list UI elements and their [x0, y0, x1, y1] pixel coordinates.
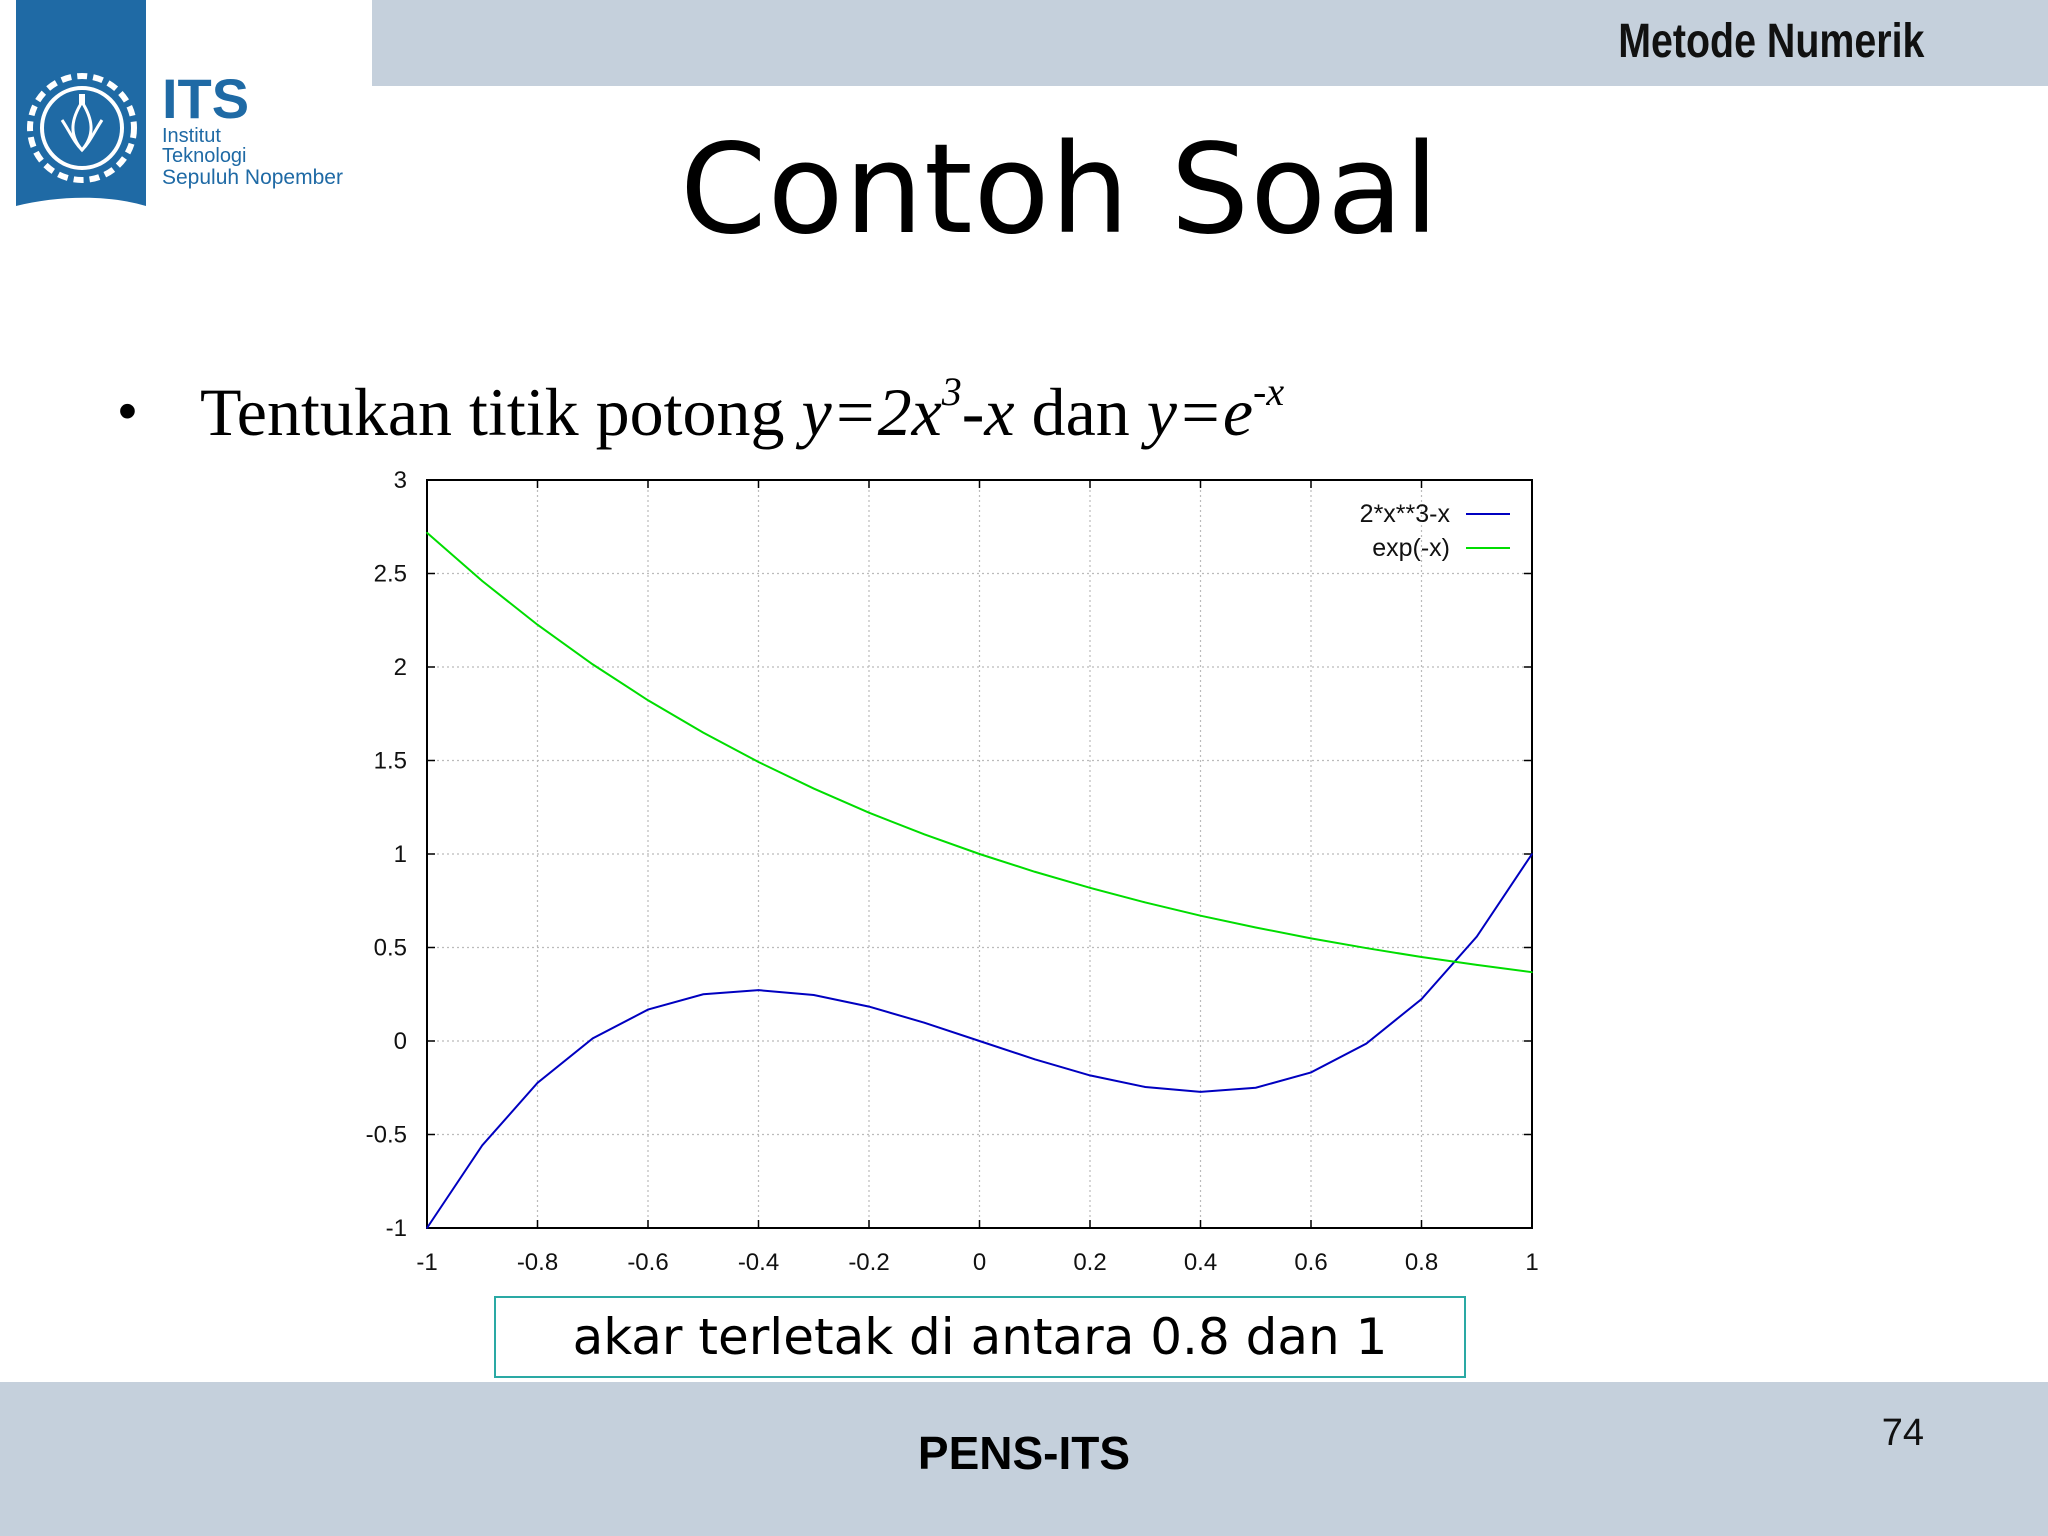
data-point: [426, 531, 428, 534]
data-point: [1089, 887, 1091, 889]
data-point: [536, 1082, 539, 1084]
y-tick-label: 1: [394, 841, 407, 868]
data-point: [1475, 964, 1478, 966]
data-point: [868, 811, 870, 814]
data-point: [647, 699, 649, 702]
data-point: [1254, 926, 1257, 929]
x-tick-label: -1: [416, 1249, 437, 1276]
data-point: [536, 623, 539, 626]
equation-2: y=e-x: [1146, 369, 1285, 450]
data-point: [702, 993, 705, 996]
answer-box: akar terletak di antara 0.8 dan 1: [494, 1296, 1466, 1378]
svg-text:Institut: Institut: [162, 125, 221, 147]
data-point: [1254, 1086, 1257, 1089]
bullet-item: • Tentukan titik potong y=2x3-x dan y=e-x: [118, 368, 1284, 452]
course-title: Metode Numerik: [1617, 15, 1924, 68]
y-tick-label: 0.5: [374, 935, 407, 962]
data-point: [812, 787, 815, 790]
x-tick-label: -0.8: [517, 1249, 558, 1276]
x-tick-label: -0.6: [627, 1249, 668, 1276]
svg-text:Sepuluh Nopember: Sepuluh Nopember: [162, 166, 343, 189]
data-point: [1310, 1071, 1312, 1074]
y-tick-label: 1.5: [374, 748, 407, 775]
x-tick-label: 0: [973, 1249, 986, 1276]
footer-label: PENS-ITS: [917, 1427, 1131, 1479]
data-point: [923, 1021, 926, 1024]
data-point: [978, 1040, 981, 1042]
conjunction: dan: [1014, 374, 1147, 450]
bullet-text: Tentukan titik potong: [200, 374, 802, 450]
data-point: [923, 833, 926, 836]
data-point: [591, 663, 594, 666]
gear-emblem-icon: [27, 73, 137, 183]
data-point: [868, 1005, 870, 1008]
data-point: [1531, 853, 1533, 855]
svg-text:ITS: ITS: [162, 67, 249, 130]
data-point: [757, 989, 760, 991]
y-tick-label: -0.5: [366, 1122, 407, 1149]
x-tick-label: 0.2: [1073, 1249, 1106, 1276]
data-point: [426, 1227, 428, 1229]
data-point: [812, 994, 815, 996]
data-point: [1199, 914, 1202, 917]
data-point: [1420, 998, 1423, 1000]
data-point: [647, 1008, 649, 1011]
data-point: [1310, 937, 1312, 940]
data-point: [1420, 956, 1423, 958]
x-tick-label: 1: [1525, 1249, 1538, 1276]
legend-label: exp(-x): [1372, 534, 1450, 562]
bullet-icon: •: [118, 381, 137, 441]
data-point: [1144, 1086, 1147, 1088]
data-point: [481, 580, 484, 582]
data-point: [1531, 971, 1533, 973]
y-tick-label: 2: [394, 654, 407, 681]
data-point: [1089, 1074, 1091, 1077]
data-point: [1033, 870, 1036, 873]
data-point: [1365, 947, 1368, 949]
page-number: 74: [1881, 1412, 1924, 1454]
data-point: [1365, 1042, 1368, 1045]
data-point: [1475, 935, 1478, 938]
data-point: [978, 853, 981, 855]
slide-title: Contoh Soal: [680, 118, 1440, 262]
line-chart: -1 -0.8 -0.6 -0.4 -0.2 0 0.2 0.4 0.6 0.8 1 -1 -0.5 0 0…: [366, 467, 1539, 1276]
x-tick-label: 0.8: [1405, 1249, 1438, 1276]
y-tick-label: -1: [386, 1215, 407, 1242]
y-tick-label: 3: [394, 467, 407, 494]
equation-1: y=2x3-x: [801, 369, 1015, 450]
x-tick-label: 0.4: [1184, 1249, 1217, 1276]
answer-text: akar terletak di antara 0.8 dan 1: [572, 1308, 1388, 1366]
svg-text:Teknologi: Teknologi: [162, 145, 247, 167]
y-tick-label: 0: [394, 1028, 407, 1055]
data-point: [481, 1144, 484, 1147]
y-tick-label: 2.5: [374, 561, 407, 588]
data-point: [1033, 1058, 1036, 1061]
data-point: [1144, 901, 1147, 904]
its-logo: ITS Institut Teknologi Sepuluh Nopember: [16, 0, 343, 206]
x-tick-label: -0.4: [738, 1249, 779, 1276]
x-tick-label: 0.6: [1294, 1249, 1327, 1276]
data-point: [757, 761, 760, 763]
data-point: [1199, 1091, 1202, 1093]
data-point: [702, 731, 705, 734]
header-band: [372, 0, 2048, 86]
legend-label: 2*x**3-x: [1360, 500, 1451, 528]
data-point: [591, 1037, 594, 1040]
footer-band: [0, 1382, 2048, 1536]
x-tick-label: -0.2: [848, 1249, 889, 1276]
